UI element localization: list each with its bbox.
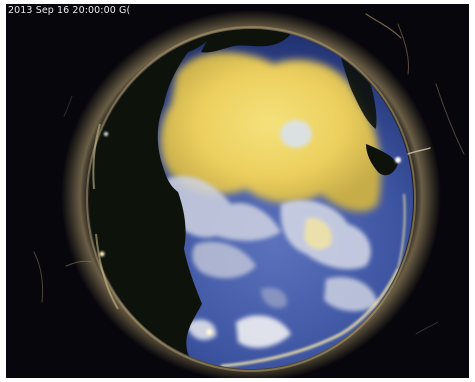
insect-trails: [33, 13, 465, 335]
camera-frame: 2013 Sep 16 20:00:00 G(: [6, 4, 469, 378]
timestamp-overlay: 2013 Sep 16 20:00:00 G(: [8, 5, 131, 16]
cloud-cover: [166, 175, 378, 348]
rim-details: [92, 123, 119, 310]
dome-rim: [86, 26, 416, 372]
fisheye-image: [33, 10, 465, 378]
horizon-lights: [99, 132, 406, 368]
cloud-yellow-region: [160, 52, 382, 212]
